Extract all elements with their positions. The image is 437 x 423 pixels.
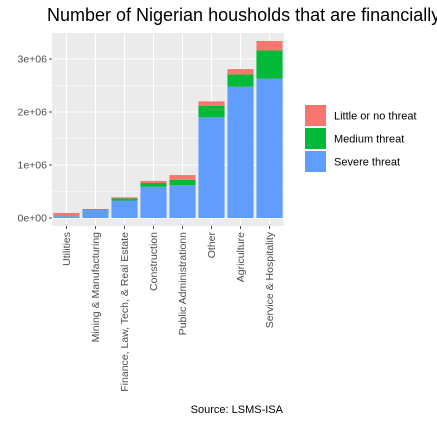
- bar-segment: [140, 186, 167, 218]
- bar-segment: [169, 185, 196, 218]
- bars: [53, 40, 283, 218]
- bar-segment: [140, 180, 167, 184]
- legend-label: Little or no threat: [334, 111, 417, 123]
- bar-segment: [198, 117, 225, 218]
- bar-segment: [111, 197, 138, 199]
- y-tick-label: 3e+06: [18, 54, 48, 66]
- legend-label: Severe threat: [334, 157, 400, 169]
- bar-segment: [140, 183, 167, 187]
- bar-segment: [169, 179, 196, 186]
- x-tick-label: Other: [206, 232, 218, 259]
- bar-segment: [227, 69, 254, 75]
- chart-caption: Source: LSMS-ISA: [191, 404, 284, 416]
- bar-segment: [111, 200, 138, 218]
- bar-segment: [198, 105, 225, 118]
- x-tick-label: Public Administrationn: [177, 232, 189, 335]
- legend-key: [305, 151, 326, 172]
- chart-title: Number of Nigerian housholds that are fi…: [47, 5, 437, 25]
- bar-segment: [256, 40, 283, 51]
- x-tick-label: Finance, Law, Tech, & Real Estate: [119, 232, 131, 392]
- legend-key: [305, 105, 326, 126]
- bar-segment: [53, 212, 80, 217]
- bar-segment: [256, 50, 283, 79]
- bar-segment: [53, 216, 80, 218]
- y-tick-label: 2e+06: [18, 107, 48, 119]
- bar-segment: [198, 101, 225, 106]
- legend-label: Medium threat: [334, 134, 404, 146]
- x-tick-label: Service & Hospitality: [264, 231, 276, 328]
- bar-segment: [256, 78, 283, 218]
- legend-key: [305, 128, 326, 149]
- bar-segment: [82, 210, 109, 218]
- y-tick-label: 1e+06: [18, 160, 48, 172]
- bar-segment: [169, 175, 196, 180]
- bar-segment: [227, 74, 254, 87]
- bar-segment: [227, 86, 254, 218]
- y-tick-label: 0e+00: [18, 213, 48, 225]
- y-axis: 0e+00 1e+06 2e+06 3e+06: [18, 54, 52, 225]
- x-tick-label: Mining & Manufacturing: [90, 232, 102, 342]
- x-tick-label: Agriculture: [235, 232, 247, 282]
- x-tick-label: Construction: [148, 232, 160, 291]
- x-axis: Utilities Mining & Manufacturing Finance, …: [61, 226, 276, 392]
- x-tick-label: Utilities: [61, 232, 73, 266]
- bar-segment: [111, 198, 138, 201]
- bar-segment: [82, 208, 109, 210]
- legend: Little or no threat Medium threat Severe t…: [305, 105, 417, 172]
- bar-segment: [82, 209, 109, 211]
